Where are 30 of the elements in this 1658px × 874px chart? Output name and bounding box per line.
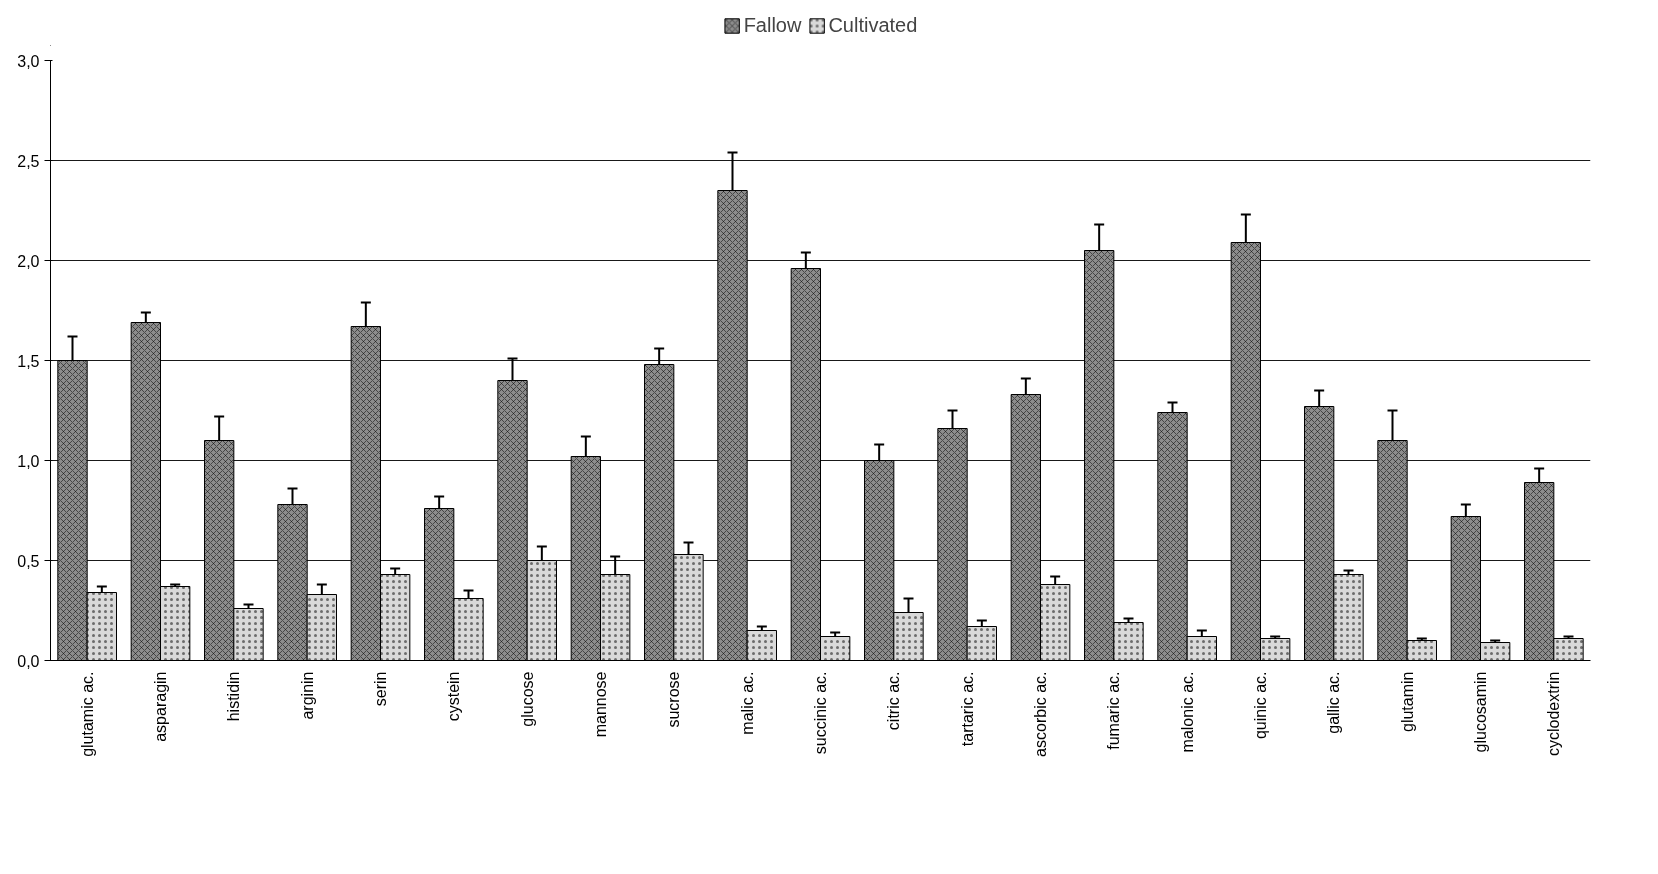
- x-tick-label: glucose: [518, 671, 536, 727]
- y-tick-label: 0,5: [17, 552, 40, 570]
- x-tick-label: quinic ac.: [1252, 671, 1269, 740]
- x-tick-label: succinic ac.: [812, 671, 829, 755]
- x-tick-label: ascorbic ac.: [1032, 671, 1049, 757]
- x-tick-label: tartaric ac.: [958, 671, 976, 747]
- x-tick-label: fumaric ac.: [1105, 671, 1123, 750]
- x-tick-label: malonic ac.: [1178, 671, 1196, 753]
- x-tick-label: glucosamin: [1472, 671, 1489, 753]
- y-tick-label: 3,0: [17, 52, 40, 70]
- x-tick-label: glutamin: [1398, 671, 1416, 732]
- x-tick-label: cyclodextrin: [1545, 671, 1563, 756]
- y-tick-label: 1,5: [17, 352, 40, 370]
- x-tick-label: citric ac.: [885, 671, 903, 731]
- y-tick-label: 0,0: [17, 652, 40, 670]
- legend-label: Fallow: [743, 13, 802, 37]
- x-tick-label: gallic ac.: [1325, 671, 1343, 734]
- x-tick-label: cystein: [445, 671, 463, 722]
- x-tick-label: malic ac.: [738, 671, 756, 735]
- y-tick-label: 2,5: [17, 152, 40, 170]
- legend-label: Cultivated: [828, 13, 918, 37]
- y-tick-label: 1,0: [17, 452, 40, 470]
- x-tick-label: histidin: [225, 671, 243, 722]
- x-tick-label: sucrose: [665, 671, 683, 728]
- x-tick-label: glutamic ac.: [78, 671, 96, 757]
- x-tick-label: asparagin: [152, 671, 169, 742]
- y-tick-label: 2,0: [17, 252, 40, 270]
- x-tick-label: serin: [372, 671, 389, 707]
- x-tick-label: mannose: [592, 671, 609, 738]
- x-tick-label: arginin: [298, 671, 316, 720]
